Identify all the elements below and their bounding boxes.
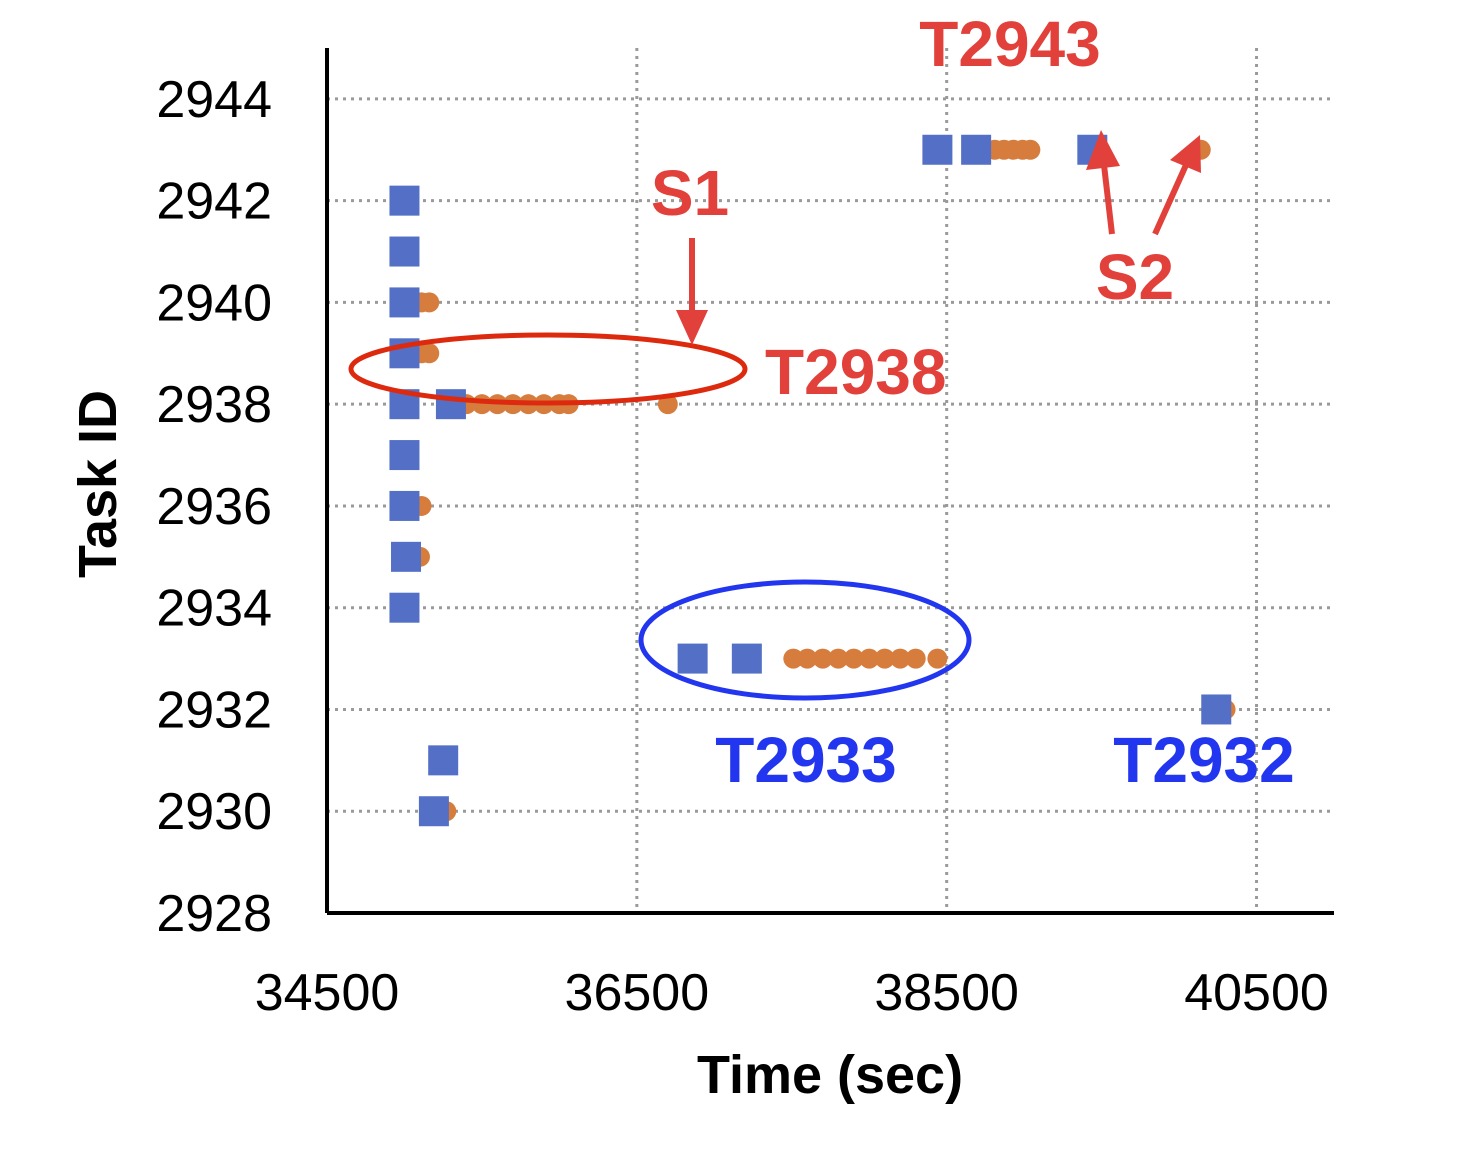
start-point (389, 185, 420, 216)
x-axis-title: Time (sec) (697, 1045, 963, 1105)
start-point (389, 287, 420, 318)
t2933-highlight-ellipse (638, 579, 972, 701)
start-point (389, 592, 420, 623)
grid-lines (327, 48, 1334, 913)
annotation-t2938: T2938 (765, 336, 946, 408)
y-tick-label: 2944 (156, 71, 272, 129)
end-point (859, 648, 880, 669)
x-tick-label: 34500 (255, 964, 400, 1022)
axes (325, 48, 1334, 915)
y-tick-label: 2940 (156, 274, 272, 332)
y-tick-label: 2934 (156, 580, 272, 638)
s2-arrowhead-right (1170, 135, 1201, 173)
end-point (783, 648, 804, 669)
start-point (428, 745, 459, 776)
y-tick-label: 2932 (156, 681, 272, 739)
s2-arrow-shaft-right (1152, 163, 1189, 236)
start-point (677, 643, 708, 674)
s1-arrowhead (676, 310, 708, 345)
end-point (843, 648, 864, 669)
y-axis-title: Task ID (68, 390, 128, 578)
start-point (961, 134, 992, 165)
annotation-s1: S1 (651, 157, 729, 229)
end-point (828, 648, 849, 669)
t2938-highlight-ellipse (348, 332, 748, 406)
end-point (905, 648, 926, 669)
annotation-t2943: T2943 (919, 8, 1100, 80)
annotations: S1 S2 T2938 T2943 T2933 T2932 (348, 8, 1295, 796)
end-point (419, 292, 440, 313)
end-point (874, 648, 895, 669)
y-tick-label: 2936 (156, 478, 272, 536)
start-point (389, 490, 420, 521)
start-point (731, 643, 762, 674)
s2-arrowhead-left (1086, 130, 1120, 170)
end-point (1020, 139, 1041, 160)
y-tick-label: 2928 (156, 885, 272, 943)
y-tick-label: 2930 (156, 783, 272, 841)
end-point (890, 648, 911, 669)
y-tick-label: 2938 (156, 376, 272, 434)
end-point (797, 648, 818, 669)
annotation-t2933: T2933 (715, 724, 896, 796)
x-tick-label: 40500 (1184, 964, 1329, 1022)
start-point (435, 389, 466, 420)
start-point (389, 440, 420, 471)
end-point (812, 648, 833, 669)
start-markers (389, 134, 1232, 827)
start-point (391, 541, 422, 572)
end-point (927, 648, 948, 669)
start-point (922, 134, 953, 165)
tick-labels: 2928 2930 2932 2934 2936 2938 2940 2942 2944 3450… (156, 71, 1329, 1022)
start-point (1201, 694, 1232, 725)
x-tick-label: 36500 (565, 964, 710, 1022)
annotation-t2932: T2932 (1113, 724, 1294, 796)
annotation-s2: S2 (1096, 241, 1174, 313)
end-point (419, 343, 440, 364)
y-tick-label: 2942 (156, 173, 272, 231)
x-tick-label: 38500 (874, 964, 1019, 1022)
start-point (418, 796, 449, 827)
s2-arrow-shaft-left (1101, 164, 1115, 235)
start-point (389, 236, 420, 267)
